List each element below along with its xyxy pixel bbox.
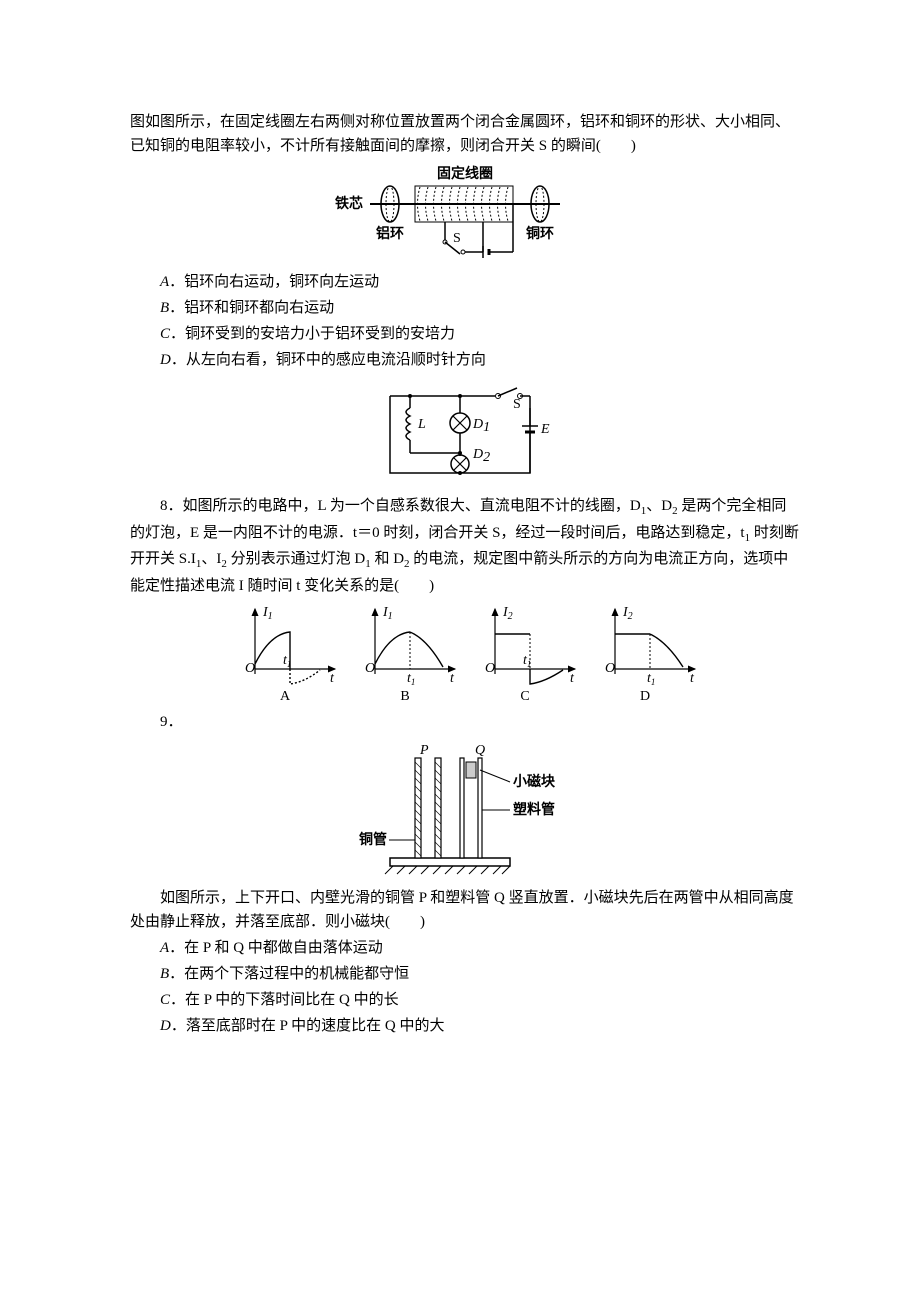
gD-I2: I2 [622,605,633,622]
gB-t: t [450,671,455,686]
gB-label: B [400,689,409,704]
gB-O: O [365,661,375,676]
q7-figure-wrap: 固定线圈 铁芯 铝环 铜环 S [130,164,800,264]
q9-option-b: B．在两个下落过程中的机械能都守恒 [160,962,800,986]
gD-t: t [690,671,695,686]
gA-I1: I1 [262,605,273,622]
gD-t1: t1 [647,671,655,687]
q8-e: E [540,422,550,437]
q7-stem: 图如图所示，在固定线圈左右两侧对称位置放置两个闭合金属圆环，铝环和铜环的形状、大… [130,110,800,158]
gA-O: O [245,661,255,676]
gC-O: O [485,661,495,676]
q8-circuit: S E L D1 D2 [365,378,565,488]
q7-label-switch: S [453,231,461,246]
gD-label: D [640,689,650,704]
gA-label: A [280,689,291,704]
q8-number: 8． [160,498,183,514]
q9-label-copper: 铜管 [359,831,387,848]
q9-figure-wrap: P Q 小磁块 塑料管 铜管 [130,740,800,880]
q7-figure: 固定线圈 铁芯 铝环 铜环 S [315,164,615,264]
q7-option-b: B．铝环和铜环都向右运动 [160,296,800,320]
q7-stem-text: 图如图所示，在固定线圈左右两侧对称位置放置两个闭合金属圆环，铝环和铜环的形状、大… [130,114,790,154]
q8-d2: D2 [472,447,490,465]
gA-t: t [330,671,335,686]
q8-stem: 8．如图所示的电路中，L 为一个自感系数很大、直流电阻不计的线圈，D1、D2 是… [130,494,800,598]
q9-label-magnet: 小磁块 [513,773,556,790]
q7-option-c: C．铜环受到的安培力小于铝环受到的安培力 [160,322,800,346]
q9-p: P [419,743,429,758]
gC-label: C [520,689,529,704]
q8-l: L [417,417,426,432]
q9-figure: P Q 小磁块 塑料管 铜管 [335,740,595,880]
q8-s: S [513,397,521,412]
gB-I1: I1 [382,605,393,622]
q9-stem: 如图所示，上下开口、内壁光滑的铜管 P 和塑料管 Q 竖直放置．小磁块先后在两管… [130,886,800,934]
q9-number: 9． [160,714,183,730]
q8-circuit-wrap: S E L D1 D2 [130,378,800,488]
gC-t: t [570,671,575,686]
gD-O: O [605,661,615,676]
q9-option-a: A．在 P 和 Q 中都做自由落体运动 [160,936,800,960]
q7-option-d: D．从左向右看，铜环中的感应电流沿顺时针方向 [160,348,800,372]
q7-label-right: 铜环 [526,225,554,242]
q7-label-top: 固定线圈 [437,165,493,182]
q9-q: Q [475,743,485,758]
gB-t1: t1 [407,671,415,687]
q8-d1: D1 [472,417,490,435]
q7-label-left: 铝环 [376,225,404,242]
q7-label-core: 铁芯 [335,195,363,212]
q8-graphs: O I1 t t1 A O I1 t t1 B O I2 t t1 C [225,604,705,704]
q9-option-d: D．落至底部时在 P 中的速度比在 Q 中的大 [160,1014,800,1038]
q7-option-a: AA．铝环向右运动，铜环向左运动．铝环向右运动，铜环向左运动 [160,270,800,294]
q9-label-plastic: 塑料管 [513,801,555,818]
q9-option-c: C．在 P 中的下落时间比在 Q 中的长 [160,988,800,1012]
gC-I2: I2 [502,605,513,622]
q8-graphs-wrap: O I1 t t1 A O I1 t t1 B O I2 t t1 C [130,604,800,704]
q9-number-line: 9． [160,710,800,734]
q9-options: A．在 P 和 Q 中都做自由落体运动 B．在两个下落过程中的机械能都守恒 C．… [160,936,800,1038]
q7-options: AA．铝环向右运动，铜环向左运动．铝环向右运动，铜环向左运动 B．铝环和铜环都向… [160,270,800,372]
